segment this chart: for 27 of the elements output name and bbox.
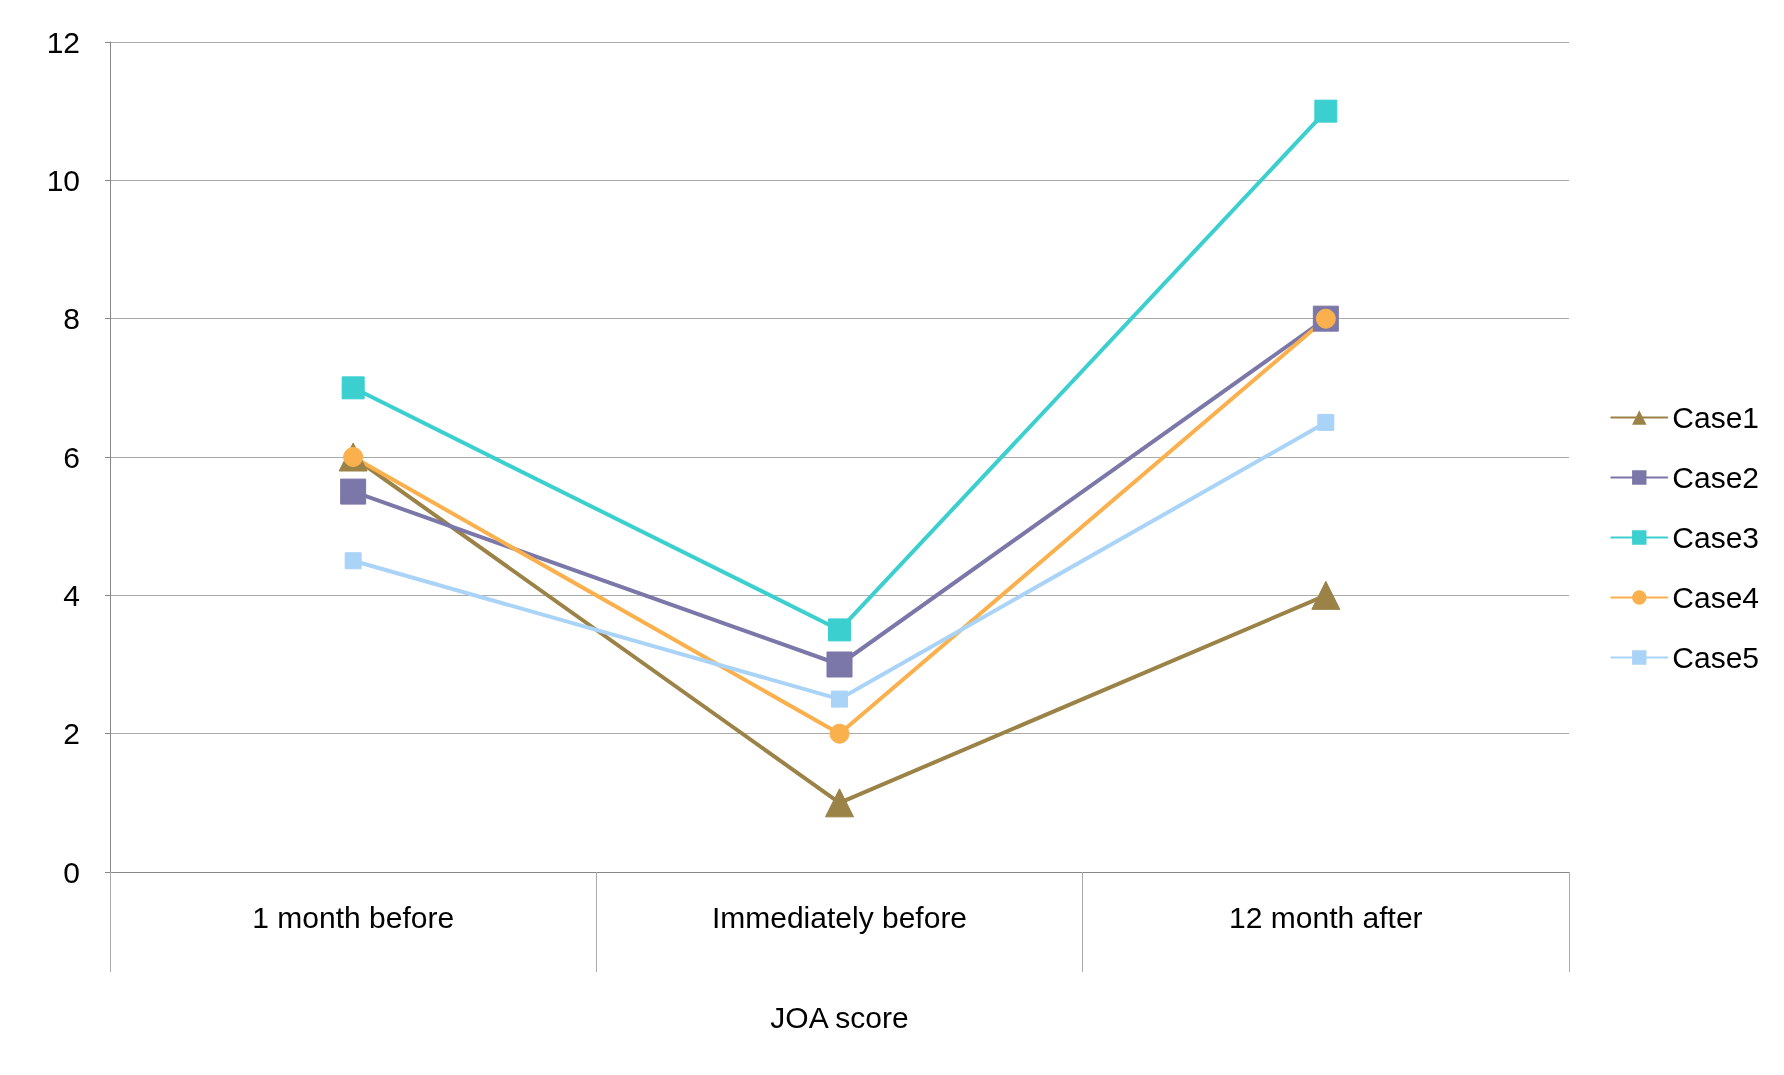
y-tick-label: 0 (63, 855, 80, 889)
x-tick-label: Immediately before (711, 900, 968, 934)
point (341, 376, 365, 400)
point (826, 651, 853, 678)
legend-label: Case1 (1672, 401, 1759, 434)
y-tick-label: 8 (63, 302, 80, 336)
y-tick-label: 4 (63, 578, 80, 612)
legend-label: Case3 (1672, 521, 1759, 554)
point (1311, 580, 1341, 610)
x-tick-label: 12 month after (1229, 900, 1423, 934)
point (340, 478, 367, 505)
y-tick-label: 10 (46, 163, 80, 197)
point (1314, 99, 1338, 123)
point (829, 723, 850, 744)
y-tick-label: 12 (46, 25, 80, 59)
point (828, 618, 851, 642)
legend-label: Case5 (1672, 641, 1759, 674)
point (344, 552, 362, 570)
y-tick-label: 6 (63, 440, 80, 474)
y-tick-label: 2 (63, 717, 80, 751)
x-tick-label: 1 month before (252, 900, 455, 934)
x-axis-title: JOA score (770, 1000, 909, 1034)
legend-label: Case2 (1672, 461, 1759, 494)
point (1317, 413, 1335, 431)
point (825, 788, 854, 818)
legend-label: Case4 (1672, 581, 1759, 614)
point (831, 690, 848, 708)
